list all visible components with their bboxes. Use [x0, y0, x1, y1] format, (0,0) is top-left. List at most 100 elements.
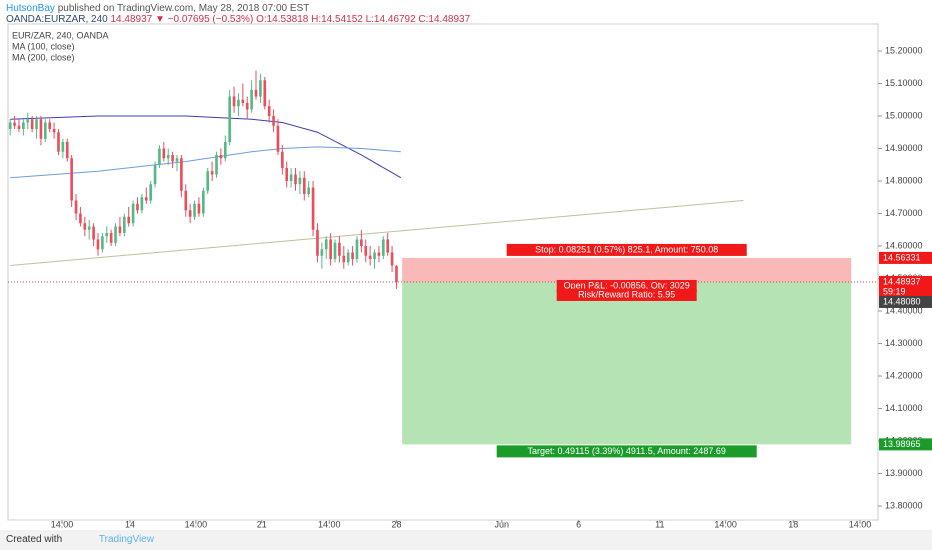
candle-body: [175, 158, 179, 162]
candle-body: [316, 229, 319, 256]
candle-body: [61, 141, 65, 152]
target-price-bg: [879, 438, 932, 451]
candle-body: [26, 119, 30, 123]
legend-entry: MA (100, close): [12, 41, 75, 51]
x-tick-label: 14: [125, 519, 135, 529]
candle-body: [285, 167, 289, 181]
candle-body: [79, 213, 82, 224]
last-price-bg: [879, 275, 932, 288]
candle-body: [109, 232, 113, 243]
line-series: [10, 199, 744, 266]
y-tick-label: 14.60000: [885, 240, 923, 250]
x-tick-label: 14:00: [318, 519, 341, 529]
candle-body: [324, 239, 328, 250]
candle-body: [114, 226, 117, 243]
line-series: [10, 115, 402, 179]
y-tick-label: 13.90000: [885, 468, 923, 478]
candle-body: [166, 154, 170, 159]
candle-body: [158, 148, 161, 165]
brand[interactable]: TradingView: [98, 534, 154, 545]
candle-body: [241, 99, 245, 103]
candle-body: [140, 197, 144, 211]
legend-entry: EUR/ZAR, 240, OANDA: [12, 30, 109, 40]
candle-body: [232, 96, 236, 107]
stop-zone: [402, 257, 852, 282]
publisher[interactable]: HutsonBay: [6, 3, 55, 14]
candle-body: [351, 252, 354, 259]
y-tick-label: 14.10000: [885, 403, 923, 413]
candle-body: [386, 239, 390, 253]
candle-body: [83, 223, 87, 230]
countdown: 59:19: [883, 286, 906, 296]
candle-body: [127, 216, 131, 224]
candle-body: [30, 119, 34, 129]
stop-label: Stop: 0.08251 (0.57%) 825.1, Amount: 750…: [535, 244, 718, 254]
candle-body: [237, 99, 240, 107]
candle-body: [149, 184, 152, 201]
candle-body: [250, 89, 253, 110]
x-tick-label: 18: [788, 519, 798, 529]
target-label-bg: [496, 445, 757, 458]
created: Created with: [6, 534, 63, 545]
footer: Created with TradingView: [0, 530, 932, 550]
ohlc: O:14.53818 H:14.54152 L:14.46792 C:14.48…: [256, 14, 471, 25]
candle-body: [364, 245, 368, 256]
candle-body: [228, 96, 231, 142]
x-tick-label: 14:00: [51, 519, 74, 529]
candle-body: [276, 125, 280, 152]
candle-body: [215, 154, 218, 175]
target-price: 13.98965: [883, 439, 921, 449]
y-tick-label: 14.80000: [885, 175, 923, 185]
candle-body: [206, 171, 210, 191]
candle-body: [302, 177, 306, 194]
legend-entry: MA (200, close): [12, 52, 75, 62]
candle-body: [245, 102, 249, 110]
candle-body: [136, 203, 139, 211]
candle-body: [22, 122, 25, 129]
candle-body: [101, 236, 104, 250]
candle-body: [8, 122, 12, 129]
candle-body: [52, 128, 56, 133]
candle-body: [259, 80, 262, 97]
candle-body: [311, 187, 315, 230]
candle-body: [180, 158, 183, 191]
y-tick-label: 14.90000: [885, 143, 923, 153]
candle-body: [368, 255, 372, 259]
candle-body: [346, 252, 350, 263]
y-tick-label: 13.80000: [885, 500, 923, 510]
candle-body: [320, 249, 324, 256]
candle-body: [338, 242, 341, 256]
candle-body: [118, 226, 122, 233]
x-tick-label: 6: [576, 519, 581, 529]
candle-body: [263, 80, 267, 107]
candle-body: [360, 239, 363, 246]
x-tick-label: 28: [391, 519, 401, 529]
target-label: Target: 0.49115 (3.39%) 4911.5, Amount: …: [528, 446, 726, 456]
candle-body: [197, 203, 201, 214]
candle-body: [131, 203, 135, 224]
candle-body: [223, 141, 227, 159]
candle-body: [65, 141, 69, 159]
last-price: 14.48937: [883, 276, 921, 286]
candle-body: [307, 187, 310, 194]
bid-price: 14.48080: [883, 296, 921, 306]
y-tick-label: 15.20000: [885, 45, 923, 55]
candle-body: [35, 119, 38, 129]
symbol: OANDA:EURZAR, 240: [6, 14, 108, 25]
candle-body: [272, 115, 275, 126]
candle-body: [373, 252, 376, 259]
rr-label-bg: [556, 288, 697, 301]
y-tick-label: 14.40000: [885, 305, 923, 315]
published: published on TradingView.com, May 28, 20…: [57, 3, 310, 14]
stop-label-bg: [506, 243, 747, 256]
x-tick-label: 14:00: [185, 519, 208, 529]
candle-body: [96, 239, 100, 250]
candle-body: [17, 125, 21, 129]
y-tick-label: 15.10000: [885, 78, 923, 88]
candle-body: [184, 190, 188, 211]
line-series: [10, 146, 401, 179]
candle-body: [210, 171, 214, 175]
y-tick-label: 15.00000: [885, 110, 923, 120]
chart: 13.8000013.9000014.0000014.1000014.20000…: [7, 23, 932, 529]
